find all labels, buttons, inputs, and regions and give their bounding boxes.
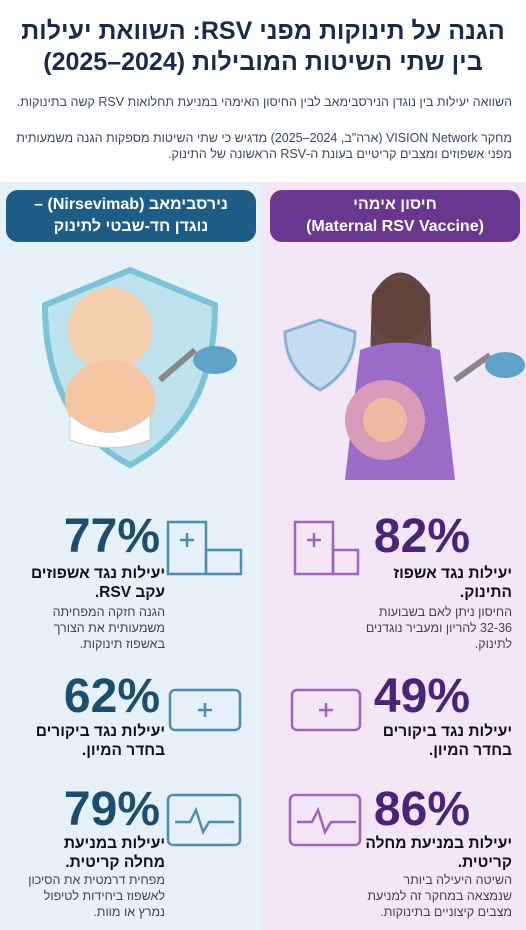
syringe — [158, 347, 197, 383]
stat-description: השיטה היעילה ביותר שנמצאה במחקר זה למניע… — [367, 873, 512, 919]
icons — [166, 520, 362, 847]
stat-value: 49% — [373, 670, 470, 723]
stat-value: 62% — [63, 670, 160, 723]
stat-label: יעילות נגד ביקורים בחדר המיון. — [382, 723, 512, 759]
stat-label: יעילות במניעת מחלה קריטית. — [63, 835, 165, 871]
fetus — [363, 398, 407, 442]
illustrations — [41, 266, 525, 480]
stat-value: 77% — [63, 510, 160, 563]
stat-value: 86% — [373, 783, 470, 836]
stat-label: יעילות נגד אשפוזים עקב RSV. — [30, 565, 165, 601]
stat-description: הגנה חזקה המפחיתה משמעותית את הצורך באשפ… — [52, 605, 165, 651]
small-shield — [283, 318, 357, 392]
header-line: (Maternal RSV Vaccine) — [306, 218, 484, 235]
baby-body — [65, 360, 155, 440]
baby-head — [68, 288, 152, 372]
kit-icon — [290, 688, 362, 732]
intro: מחקר VISION Network (ארה"ב, 2024–2025) מ… — [16, 131, 512, 161]
title-line: הגנה על תינוקות מפני RSV: השוואת יעילות — [21, 17, 505, 45]
intro: השוואה יעילות בין נוגדן הנירסבימאב לבין … — [16, 95, 512, 109]
header-line: נוגדן חד-שבטי לתינוק — [53, 218, 209, 235]
kit-icon — [168, 688, 242, 732]
stat-value: 82% — [373, 510, 470, 563]
column-header: נירסבימאב (Nirsevimab) – נוגדן חד-שבטי לת… — [6, 190, 256, 242]
monitor-icon — [288, 793, 362, 847]
stat-label: יעילות במניעת מחלה קריטית. — [365, 835, 512, 871]
glove — [193, 346, 237, 374]
header-line: חיסון אימהי — [353, 196, 437, 213]
title: הגנה על תינוקות מפני RSV: השוואת יעילות ב… — [10, 16, 516, 78]
stat-label: יעילות נגד ביקורים בחדר המיון. — [35, 723, 165, 759]
title-line: בין שתי השיטות המובילות (2024–2025) — [43, 48, 483, 76]
stat-description: החיסון ניתן לאם בשבועות 32-36 להריון ומע… — [365, 605, 512, 651]
stat-value: 79% — [63, 783, 160, 836]
hospital-icon — [293, 520, 360, 576]
stat-description: מפחית דרמטית את הסיכון לאשפוז ביחידות לט… — [28, 873, 165, 919]
hospital-icon — [166, 520, 243, 576]
column-header: חיסון אימהי (Maternal RSV Vaccine) — [270, 190, 520, 242]
syringe — [453, 352, 492, 383]
stat-label: יעילות נגד אשפוז התינוק. — [393, 565, 512, 601]
hair — [370, 272, 432, 360]
diaper — [69, 413, 151, 448]
monitor-icon — [166, 793, 242, 847]
glove — [485, 352, 525, 378]
header-line: נירסבימאב (Nirsevimab) – — [34, 196, 228, 213]
